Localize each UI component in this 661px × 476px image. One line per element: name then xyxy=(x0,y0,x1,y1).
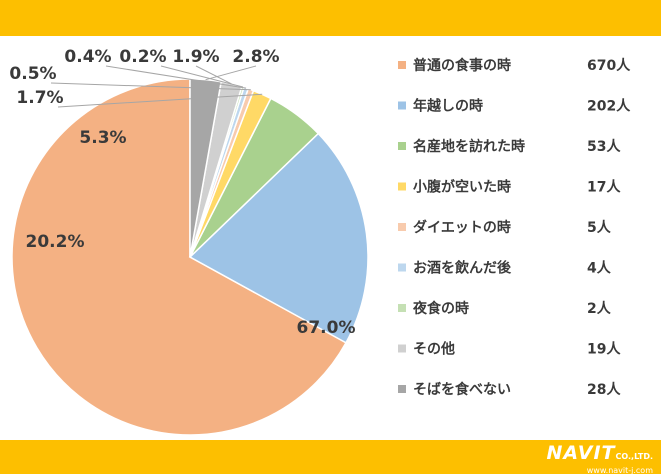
legend-count-7: 2人 xyxy=(587,300,612,317)
navit-logo: NAVITCO.,LTD. www.navit-j.com xyxy=(546,442,653,476)
legend-swatch-1 xyxy=(398,61,406,69)
legend-label-5: ダイエットの時 xyxy=(413,219,511,236)
legend-count-2: 202人 xyxy=(587,98,631,115)
leader-line-4 xyxy=(57,93,263,108)
percent-label-1: 67.0% xyxy=(297,318,356,338)
legend-swatch-8 xyxy=(398,344,406,353)
legend-label-2: 年越しの時 xyxy=(413,98,483,115)
percent-label-8: 1.9% xyxy=(172,47,219,67)
percent-label-6: 0.4% xyxy=(64,47,111,67)
legend-label-1: 普通の食事の時 xyxy=(413,57,511,74)
legend-label-8: その他 xyxy=(413,341,455,358)
percent-label-2: 20.2% xyxy=(26,232,85,252)
legend-label-3: 名産地を訪れた時 xyxy=(413,138,525,155)
bottom-band xyxy=(0,440,661,474)
legend-swatch-5 xyxy=(398,223,406,231)
legend-count-6: 4人 xyxy=(587,260,612,277)
pie-slice-2 xyxy=(188,132,369,344)
percent-label-7: 0.2% xyxy=(119,47,166,67)
legend-swatch-6 xyxy=(398,263,406,272)
percent-labels: 67.0% 20.2% 5.3% 1.7% 0.5% 0.4% 0.2% 1.9% 2.8% xyxy=(9,47,355,338)
legend-swatch-9 xyxy=(398,385,406,393)
legend-swatch-4 xyxy=(398,182,406,191)
legend-swatch-2 xyxy=(398,101,406,110)
leader-line-7 xyxy=(160,65,244,88)
legend-label-4: 小腹が空いた時 xyxy=(413,179,511,196)
logo-url: www.navit-j.com xyxy=(586,466,653,475)
leader-line-9 xyxy=(205,65,257,81)
pie-slices xyxy=(11,78,369,436)
leader-lines xyxy=(50,65,263,108)
percent-label-5: 0.5% xyxy=(9,64,56,84)
leader-line-8 xyxy=(195,65,232,85)
legend-count-8: 19人 xyxy=(587,341,621,358)
top-band xyxy=(0,0,661,36)
legend-count-1: 670人 xyxy=(587,57,631,74)
legend-count-9: 28人 xyxy=(587,381,621,398)
percent-label-9: 2.8% xyxy=(232,47,279,67)
legend-count-4: 17人 xyxy=(587,179,621,196)
legend-swatch-7 xyxy=(398,304,406,312)
legend-count-5: 5人 xyxy=(587,219,612,236)
legend-label-7: 夜食の時 xyxy=(412,300,469,317)
legend-label-6: お酒を飲んだ後 xyxy=(413,260,512,277)
legend-swatch-3 xyxy=(398,142,406,150)
legend-label-9: そばを食べない xyxy=(413,381,511,398)
percent-label-4: 1.7% xyxy=(16,88,63,108)
legend-count-3: 53人 xyxy=(587,138,621,155)
pie-slice-1 xyxy=(11,78,347,436)
leader-line-6 xyxy=(105,65,247,89)
percent-label-3: 5.3% xyxy=(79,128,126,148)
leader-line-5 xyxy=(50,82,251,91)
